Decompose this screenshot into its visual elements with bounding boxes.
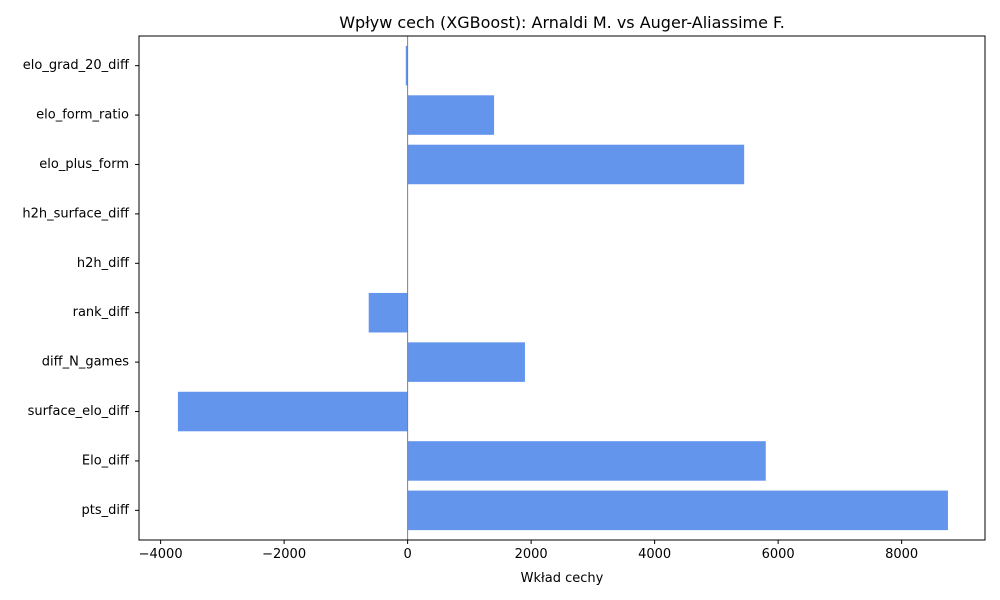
bar-elo_grad_20_diff bbox=[405, 45, 408, 86]
x-tick-label: −4000 bbox=[139, 547, 183, 562]
y-tick-label: elo_form_ratio bbox=[36, 108, 129, 123]
x-tick-label: 6000 bbox=[762, 547, 795, 562]
y-tick-label: pts_diff bbox=[82, 503, 130, 518]
bar-pts_diff bbox=[407, 490, 948, 531]
y-tick-label: elo_grad_20_diff bbox=[23, 58, 130, 73]
y-tick-label: h2h_diff bbox=[77, 256, 130, 271]
bars-group bbox=[177, 45, 948, 531]
x-tick-label: 8000 bbox=[885, 547, 918, 562]
bar-Elo_diff bbox=[407, 441, 766, 481]
x-axis-label: Wkład cechy bbox=[521, 571, 604, 586]
x-tick-label: 0 bbox=[403, 547, 411, 562]
y-tick-label: Elo_diff bbox=[82, 453, 130, 468]
bar-elo_form_ratio bbox=[407, 95, 495, 135]
y-tick-label: rank_diff bbox=[73, 305, 130, 320]
bar-surface_elo_diff bbox=[177, 391, 408, 432]
x-axis: −4000 −2000 0 2000 4000 6000 8000 bbox=[139, 540, 918, 562]
plot-frame bbox=[138, 35, 986, 541]
x-tick-label: 4000 bbox=[638, 547, 671, 562]
chart-title: Wpływ cech (XGBoost): Arnaldi M. vs Auge… bbox=[339, 13, 785, 32]
bar-diff_N_games bbox=[407, 342, 525, 382]
bar-elo_plus_form bbox=[407, 144, 745, 185]
y-tick-label: h2h_surface_diff bbox=[22, 206, 130, 221]
bar-rank_diff bbox=[368, 292, 408, 333]
y-tick-label: elo_plus_form bbox=[39, 157, 129, 172]
x-tick-label: 2000 bbox=[515, 547, 548, 562]
y-axis: pts_diff Elo_diff surface_elo_diff diff_N_g… bbox=[22, 58, 139, 518]
x-tick-label: −2000 bbox=[262, 547, 306, 562]
y-tick-label: surface_elo_diff bbox=[28, 404, 130, 419]
y-tick-label: diff_N_games bbox=[42, 355, 129, 370]
